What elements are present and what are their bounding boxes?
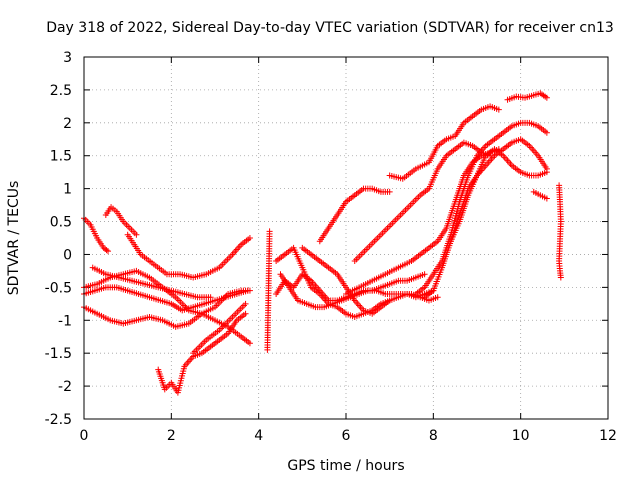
point-track-p: [495, 106, 502, 113]
x-tick-label: 12: [599, 428, 617, 444]
y-tick-label: -1.5: [45, 346, 72, 362]
y-tick-label: 1: [63, 182, 72, 198]
y-tick-label: 0.5: [50, 215, 72, 231]
point-track-o: [386, 188, 393, 195]
point-track-x: [557, 274, 564, 281]
point-track-f: [246, 235, 253, 241]
x-axis-label: GPS time / hours: [287, 458, 404, 474]
y-tick-label: 1.5: [50, 149, 72, 165]
grid: [84, 57, 608, 419]
x-tick-label: 2: [167, 428, 176, 444]
point-track-d: [246, 340, 253, 347]
point-track-s: [543, 129, 550, 136]
x-tick-label: 6: [342, 428, 351, 444]
point-track-u: [543, 169, 550, 176]
y-axis-label: SDTVAR / TECUs: [6, 181, 22, 296]
y-tick-label: 3: [63, 50, 72, 66]
y-tick-labels: -2.5 -2 -1.5 -1 -0.5 0 0.5 1 1.5 2 2.5 3: [45, 50, 72, 428]
point-track-n: [386, 297, 393, 304]
point-track-b: [133, 231, 140, 238]
point-track-a: [103, 247, 110, 254]
data-points: [81, 90, 564, 396]
point-track-h: [242, 310, 249, 317]
x-tick-label: 0: [80, 428, 89, 444]
y-tick-label: -0.5: [45, 280, 72, 296]
plot-frame: [83, 56, 609, 420]
y-tick-label: 2.5: [50, 83, 72, 99]
x-tick-label: 10: [512, 428, 530, 444]
point-track-v: [543, 94, 550, 101]
y-tick-label: -1: [58, 313, 72, 329]
axis-ticks: [83, 56, 609, 420]
y-tick-label: 2: [63, 116, 72, 132]
point-track-i: [242, 300, 249, 307]
y-tick-label: -2: [58, 379, 72, 395]
x-tick-label: 8: [429, 428, 438, 444]
x-tick-labels: 0 2 4 6 8 10 12: [80, 428, 617, 444]
y-tick-label: -2.5: [45, 412, 72, 428]
point-track-g: [244, 287, 251, 294]
y-tick-label: 0: [63, 247, 72, 263]
point-track-a: [105, 248, 112, 255]
chart-title: Day 318 of 2022, Sidereal Day-to-day VTE…: [46, 20, 614, 36]
point-track-j: [266, 228, 273, 235]
point-track-m: [434, 294, 441, 301]
point-track-l: [421, 271, 428, 278]
x-tick-label: 4: [254, 428, 263, 444]
point-track-w: [543, 195, 550, 202]
